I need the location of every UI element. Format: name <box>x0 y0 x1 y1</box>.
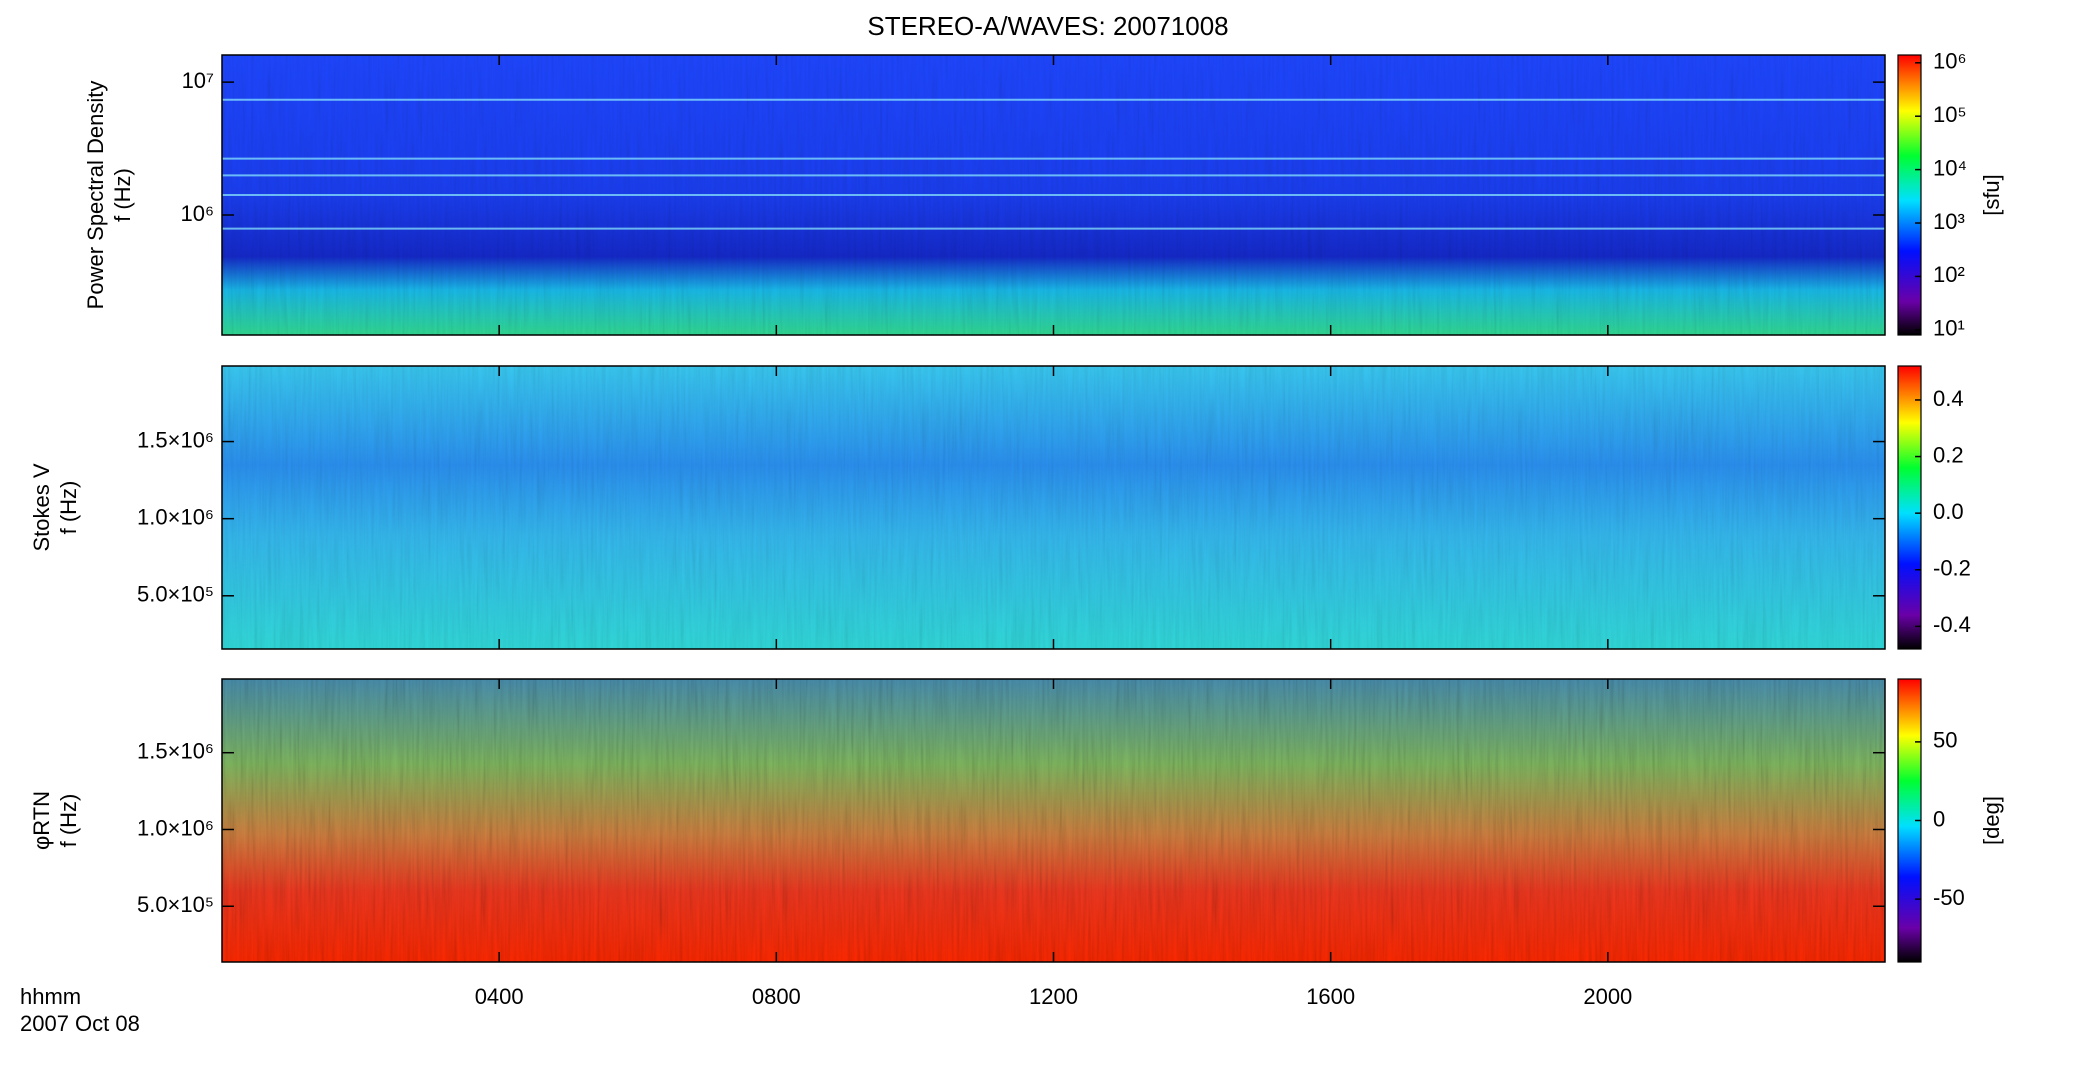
y-tick-label: 1.0×10⁶ <box>137 815 214 840</box>
y-axis-label: Stokes V <box>29 463 54 551</box>
y-tick-label: 10⁶ <box>180 201 214 226</box>
y-tick-label: 1.5×10⁶ <box>137 427 214 452</box>
spectrogram-texture <box>222 679 1885 962</box>
colorbar-tick-label: -0.4 <box>1933 612 1971 637</box>
chart-title: STEREO-A/WAVES: 20071008 <box>867 11 1228 41</box>
y-tick-label: 5.0×10⁵ <box>137 892 214 917</box>
colorbar-tick-label: 10¹ <box>1933 316 1965 341</box>
colorbar-tick-label: 10² <box>1933 262 1965 287</box>
y-axis-label: f (Hz) <box>56 794 81 848</box>
y-tick-label: 1.5×10⁶ <box>137 739 214 764</box>
y-axis-label: f (Hz) <box>56 481 81 535</box>
colorbar <box>1897 54 1922 336</box>
colorbar-tick-label: -50 <box>1933 885 1965 910</box>
x-tick-label: 1200 <box>1029 984 1078 1009</box>
spectrogram-texture <box>222 366 1885 649</box>
x-tick-label: 0800 <box>752 984 801 1009</box>
x-tick-label: 2000 <box>1583 984 1632 1009</box>
colorbar-tick-label: 50 <box>1933 728 1957 753</box>
x-tick-label: 0400 <box>475 984 524 1009</box>
colorbar-label: [sfu] <box>1979 174 2004 216</box>
colorbar-tick-label: -0.2 <box>1933 556 1971 581</box>
y-tick-label: 10⁷ <box>182 68 214 93</box>
colorbar-tick-label: 0.2 <box>1933 442 1964 467</box>
y-axis-label: φRTN <box>29 791 54 850</box>
y-tick-label: 5.0×10⁵ <box>137 582 214 607</box>
colorbar-tick-label: 0.4 <box>1933 386 1964 411</box>
y-axis-label: f (Hz) <box>110 168 135 222</box>
colorbar-tick-label: 0 <box>1933 806 1945 831</box>
colorbar-tick-label: 10⁴ <box>1933 155 1967 180</box>
y-tick-label: 1.0×10⁶ <box>137 504 214 529</box>
colorbar-label: [deg] <box>1979 796 2004 845</box>
colorbar-tick-label: 10³ <box>1933 209 1965 234</box>
colorbar-tick-label: 10⁶ <box>1933 49 1967 74</box>
date-label: 2007 Oct 08 <box>20 1011 140 1036</box>
colorbar <box>1897 365 1922 650</box>
colorbar-tick-label: 10⁵ <box>1933 102 1967 127</box>
x-tick-label: 1600 <box>1306 984 1355 1009</box>
y-axis-label: Power Spectral Density <box>83 81 108 310</box>
x-axis-label: hhmm <box>20 984 81 1009</box>
colorbar-tick-label: 0.0 <box>1933 499 1964 524</box>
